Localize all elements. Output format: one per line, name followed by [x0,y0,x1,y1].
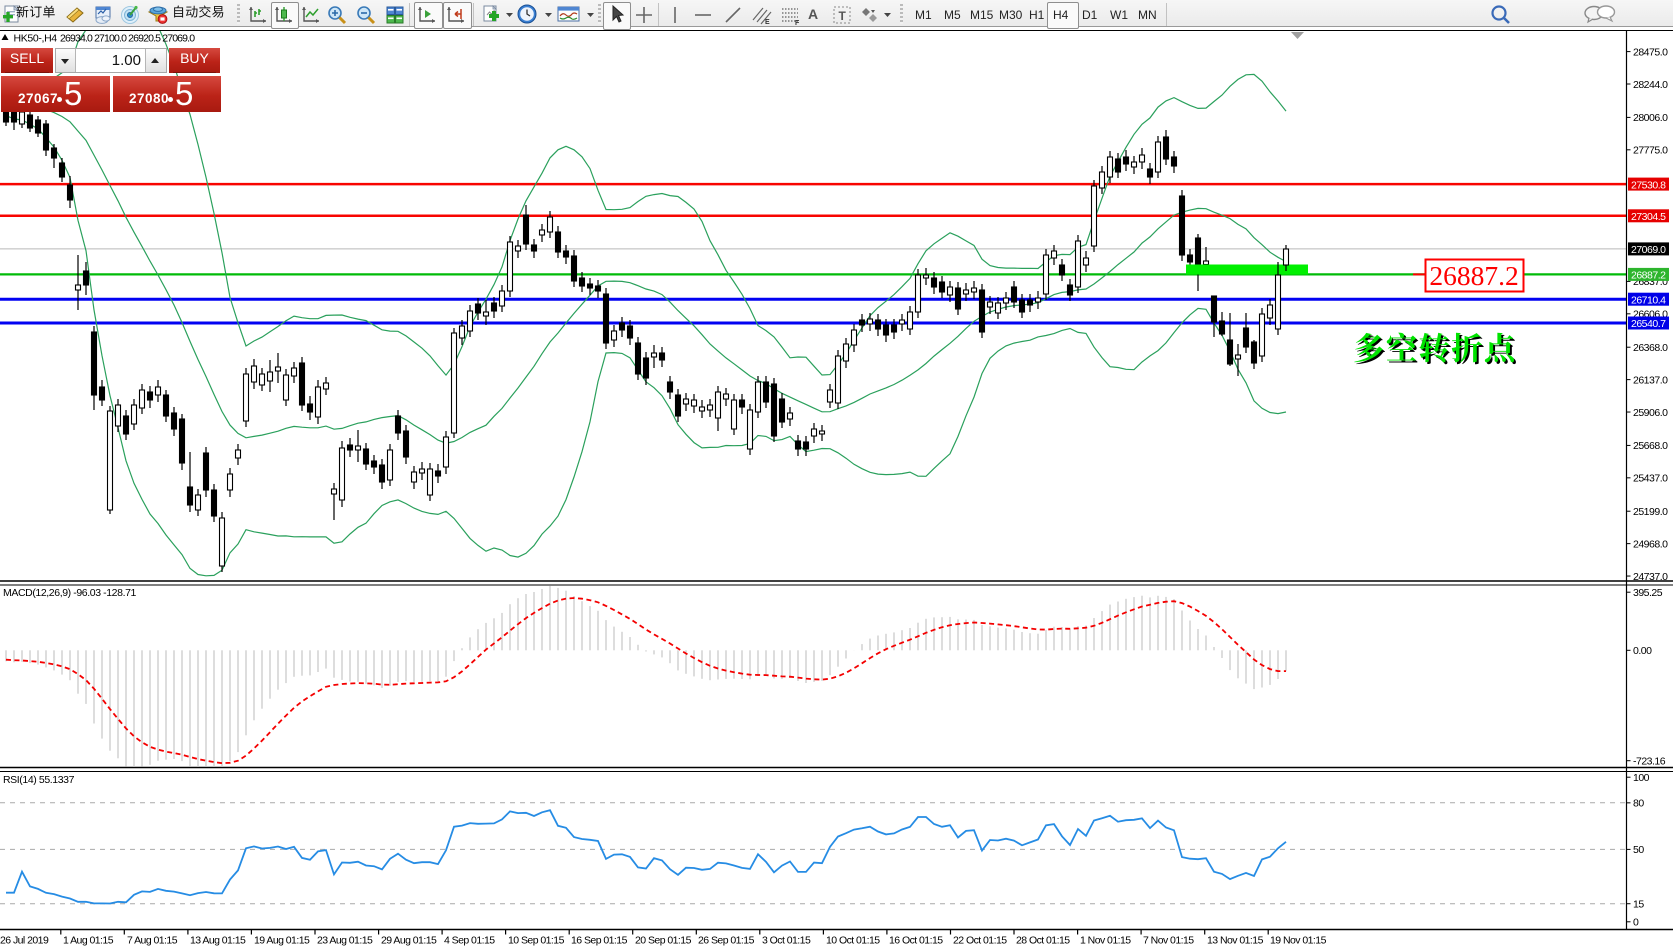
svg-text:25906.0: 25906.0 [1633,407,1668,419]
svg-text:3 Oct 01:15: 3 Oct 01:15 [762,935,811,947]
svg-text:26 Sep 01:15: 26 Sep 01:15 [698,935,755,947]
svg-text:27530.8: 27530.8 [1631,179,1666,191]
svg-text:24737.0: 24737.0 [1633,571,1668,583]
svg-text:-723.16: -723.16 [1633,756,1666,768]
svg-text:27069.0: 27069.0 [1631,244,1666,256]
svg-text:26 Jul 2019: 26 Jul 2019 [0,935,49,947]
svg-text:25668.0: 25668.0 [1633,440,1668,452]
svg-text:26137.0: 26137.0 [1633,374,1668,386]
svg-text:29 Aug 01:15: 29 Aug 01:15 [381,935,437,947]
svg-text:MACD(12,26,9) -96.03 -128.71: MACD(12,26,9) -96.03 -128.71 [3,587,137,599]
svg-text:1 Nov 01:15: 1 Nov 01:15 [1080,935,1131,947]
svg-text:0: 0 [1633,917,1639,929]
svg-text:25199.0: 25199.0 [1633,506,1668,518]
svg-text:10 Sep 01:15: 10 Sep 01:15 [508,935,565,947]
svg-text:F: F [795,20,800,26]
svg-text:23 Aug 01:15: 23 Aug 01:15 [317,935,373,947]
svg-text:7 Nov 01:15: 7 Nov 01:15 [1143,935,1194,947]
svg-text:13 Nov 01:15: 13 Nov 01:15 [1207,935,1264,947]
svg-text:100: 100 [1633,772,1650,784]
svg-text:28244.0: 28244.0 [1633,79,1668,91]
svg-text:28006.0: 28006.0 [1633,112,1668,124]
svg-text:28475.0: 28475.0 [1633,46,1668,58]
svg-text:E: E [765,19,770,26]
svg-text:27775.0: 27775.0 [1633,145,1668,157]
svg-text:26887.2: 26887.2 [1631,270,1666,282]
svg-text:26368.0: 26368.0 [1633,342,1668,354]
svg-text:1 Aug 01:15: 1 Aug 01:15 [63,935,114,947]
svg-text:26710.4: 26710.4 [1631,294,1666,306]
svg-text:0.00: 0.00 [1633,645,1652,657]
svg-text:27304.5: 27304.5 [1631,211,1666,223]
svg-text:50: 50 [1633,844,1644,856]
svg-text:10 Oct 01:15: 10 Oct 01:15 [826,935,880,947]
svg-text:HK50-,H4: HK50-,H4 [14,33,58,45]
svg-text:19 Aug 01:15: 19 Aug 01:15 [254,935,310,947]
svg-text:25437.0: 25437.0 [1633,473,1668,485]
svg-text:RSI(14) 55.1337: RSI(14) 55.1337 [3,774,75,786]
svg-text:26934.0 27100.0 26920.5 27069.: 26934.0 27100.0 26920.5 27069.0 [60,33,195,45]
svg-text:4 Sep 01:15: 4 Sep 01:15 [444,935,495,947]
svg-text:24968.0: 24968.0 [1633,538,1668,550]
svg-text:22 Oct 01:15: 22 Oct 01:15 [953,935,1007,947]
svg-text:T: T [839,9,847,23]
svg-text:19 Nov 01:15: 19 Nov 01:15 [1270,935,1327,947]
svg-text:7 Aug 01:15: 7 Aug 01:15 [127,935,178,947]
svg-text:13 Aug 01:15: 13 Aug 01:15 [190,935,246,947]
svg-text:28 Oct 01:15: 28 Oct 01:15 [1016,935,1070,947]
svg-text:16 Sep 01:15: 16 Sep 01:15 [571,935,628,947]
svg-text:26887.2: 26887.2 [1429,260,1518,291]
svg-text:26540.7: 26540.7 [1631,318,1666,330]
svg-text:20 Sep 01:15: 20 Sep 01:15 [635,935,692,947]
svg-text:395.25: 395.25 [1633,587,1663,599]
svg-text:15: 15 [1633,899,1644,911]
svg-text:80: 80 [1633,798,1644,810]
svg-text:16 Oct 01:15: 16 Oct 01:15 [889,935,943,947]
